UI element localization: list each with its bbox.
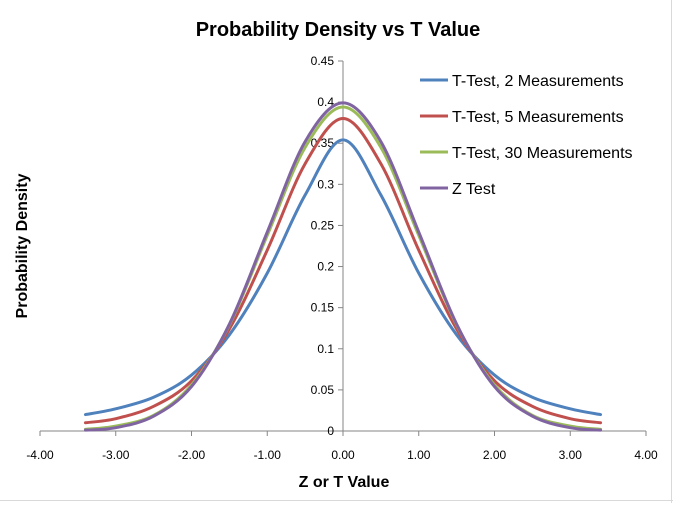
x-tick-label: -3.00 (102, 448, 130, 462)
legend-label-3: T-Test, 30 Measurements (452, 145, 633, 162)
x-tick-label: 1.00 (407, 448, 431, 462)
x-tick-label: -4.00 (26, 448, 54, 462)
y-tick-label: 0.2 (317, 260, 334, 274)
chart-title: Probability Density vs T Value (196, 19, 481, 41)
x-tick-label: -1.00 (254, 448, 282, 462)
x-axis-title: Z or T Value (299, 474, 390, 491)
series-line-2 (83, 117, 603, 425)
y-tick-label: 0.3 (317, 177, 334, 191)
legend-label-2: T-Test, 5 Measurements (452, 109, 624, 126)
x-tick-label: -2.00 (178, 448, 206, 462)
x-tick-label: 2.00 (483, 448, 507, 462)
x-tick-label: 4.00 (634, 448, 658, 462)
legend-label-4: Z Test (452, 181, 496, 198)
series-line-4 (83, 101, 603, 432)
legend: T-Test, 2 Measurements T-Test, 5 Measurem… (420, 73, 633, 198)
y-tick-label: 0.1 (317, 342, 334, 356)
y-tick-label: 0 (327, 424, 334, 438)
y-tick-label: 0.05 (311, 383, 335, 397)
y-tick-label: 0.45 (311, 54, 335, 68)
y-tick-label: 0.4 (317, 95, 334, 109)
series-line-1 (83, 138, 603, 417)
x-axis-ticks: -4.00 -3.00 -2.00 -1.00 0.00 1.00 2.00 3.00 4.00 (26, 431, 658, 462)
series-lines (83, 101, 603, 432)
y-tick-label: 0.25 (311, 218, 335, 232)
spreadsheet-gridline-right (671, 0, 672, 503)
x-tick-label: 3.00 (559, 448, 583, 462)
x-tick-label: 0.00 (331, 448, 355, 462)
legend-label-1: T-Test, 2 Measurements (452, 73, 624, 90)
spreadsheet-gridline-bottom (0, 500, 673, 501)
y-tick-label: 0.15 (311, 301, 335, 315)
y-axis-title: Probability Density (14, 173, 31, 318)
